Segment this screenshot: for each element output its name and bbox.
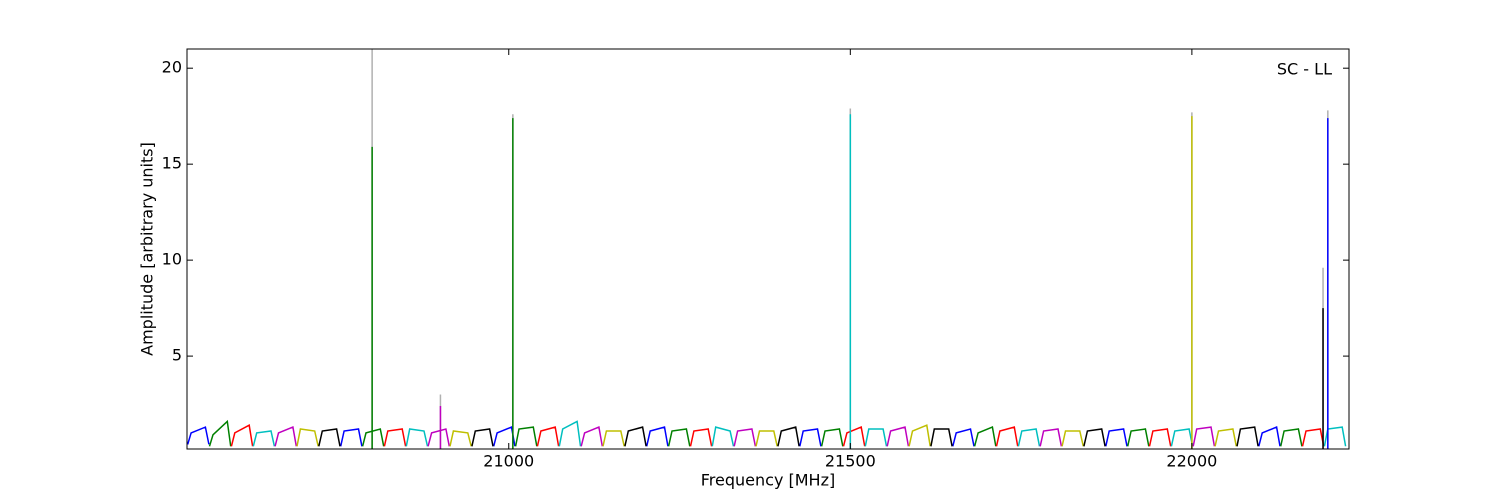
series-line — [274, 426, 1216, 447]
y-axis-label: Amplitude [arbitrary units] — [138, 142, 157, 356]
y-tick-label: 10 — [162, 250, 182, 269]
series-line — [187, 426, 1281, 447]
series-line — [208, 419, 1303, 447]
series-line — [296, 424, 1238, 447]
x-axis-label: Frequency [MHz] — [701, 471, 835, 490]
annotation: SC - LL — [1277, 60, 1332, 79]
y-tick-label: 15 — [162, 154, 182, 173]
x-tick-label: 21000 — [483, 452, 534, 471]
y-tick-label: 20 — [162, 58, 182, 77]
x-tick-label: 21500 — [825, 452, 876, 471]
y-tick-label: 5 — [172, 346, 182, 365]
plot-area — [187, 49, 1347, 449]
x-tick-label: 22000 — [1166, 452, 1217, 471]
series-line — [230, 424, 1325, 447]
series-line — [252, 420, 1347, 447]
axes-frame — [186, 48, 1350, 450]
series-line — [318, 426, 1259, 447]
